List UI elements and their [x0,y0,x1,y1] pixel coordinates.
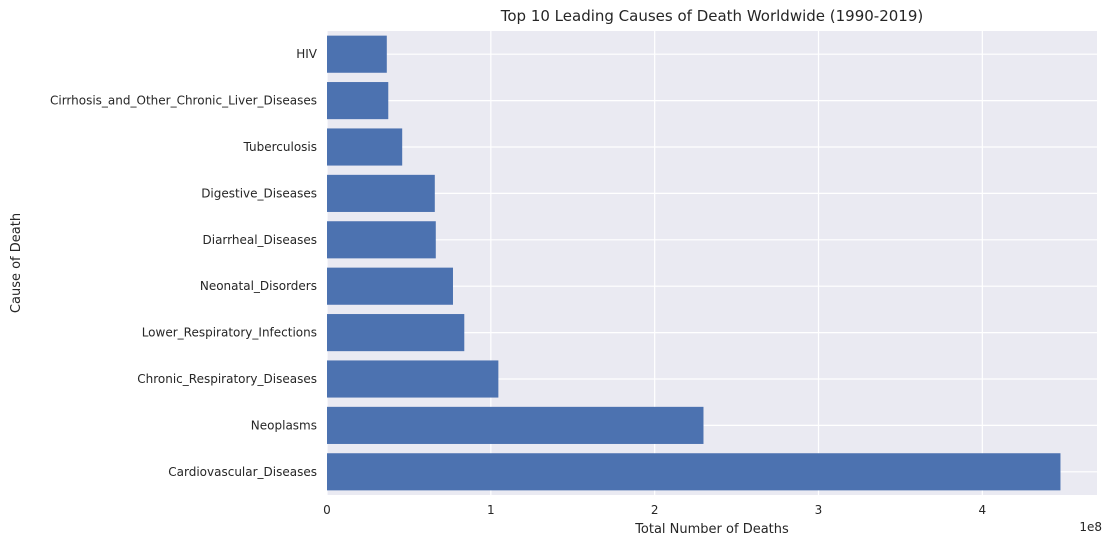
bar [327,82,389,120]
bar [327,221,436,259]
bar [327,267,453,305]
bar [327,360,499,398]
bar [327,35,387,73]
y-tick-label: Tuberculosis [243,140,318,154]
x-tick-label: 3 [815,503,823,517]
bar [327,174,435,212]
y-tick-label: Diarrheal_Diseases [203,233,318,247]
bars [327,35,1061,491]
bar [327,128,403,166]
y-tick-label: Digestive_Diseases [201,186,317,200]
chart-title: Top 10 Leading Causes of Death Worldwide… [500,7,924,25]
x-tick-labels: 0 1 2 3 4 [323,503,986,517]
bar [327,406,704,444]
y-tick-label: Cirrhosis_and_Other_Chronic_Liver_Diseas… [50,94,317,108]
x-tick-label: 0 [323,503,331,517]
x-tick-label: 4 [978,503,986,517]
x-tick-label: 1 [487,503,495,517]
y-tick-label: Neonatal_Disorders [200,279,317,293]
y-axis-label: Cause of Death [9,213,24,313]
y-tick-label: Neoplasms [251,418,317,432]
x-axis-label: Total Number of Deaths [634,522,789,537]
y-tick-labels: Cardiovascular_Diseases Neoplasms Chronic_… [50,47,318,479]
bar [327,453,1061,491]
x-scale-label: 1e8 [1079,520,1102,534]
y-tick-label: HIV [296,47,318,61]
x-tick-label: 2 [651,503,659,517]
y-tick-label: Chronic_Respiratory_Diseases [137,372,317,386]
y-tick-label: Lower_Respiratory_Infections [142,326,317,340]
y-tick-label: Cardiovascular_Diseases [168,465,317,479]
bar [327,314,465,352]
